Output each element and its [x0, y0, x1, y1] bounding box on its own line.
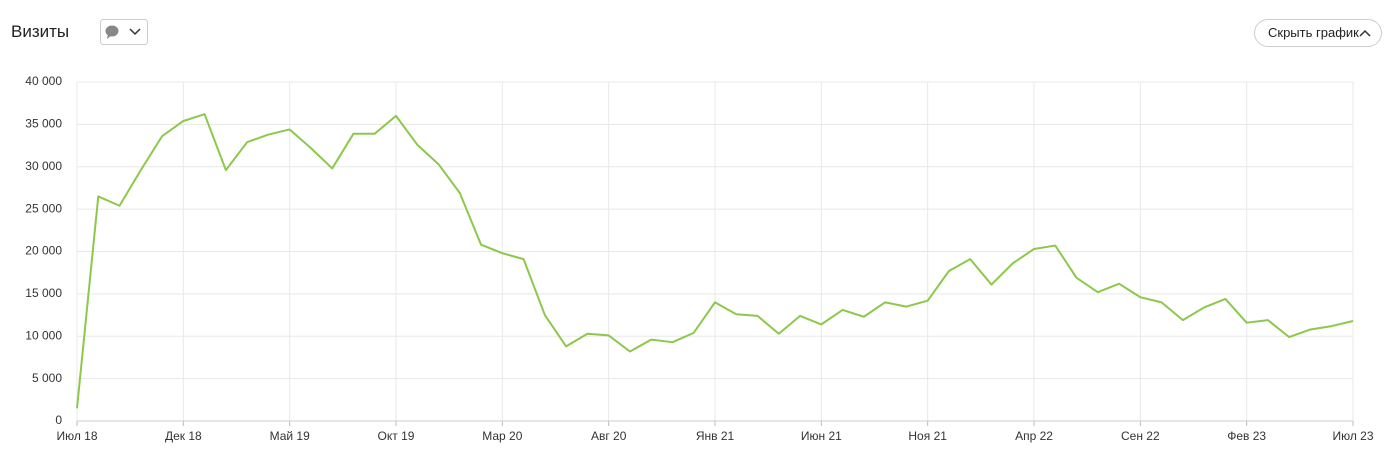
x-tick-label: Апр 22	[1015, 429, 1053, 443]
hide-chart-button[interactable]: Скрыть график	[1254, 19, 1382, 47]
x-tick-label: Авг 20	[591, 429, 627, 443]
icon	[105, 25, 141, 39]
y-tick-label: 20 000	[25, 244, 62, 258]
y-tick-label: 35 000	[25, 117, 62, 131]
x-tick-label: Май 19	[270, 429, 311, 443]
x-tick-label: Мар 20	[482, 429, 522, 443]
y-tick-label: 15 000	[25, 286, 62, 300]
x-tick-label: Сен 22	[1121, 429, 1160, 443]
x-tick-label: Июл 18	[56, 429, 97, 443]
y-tick-label: 0	[55, 413, 62, 427]
y-tick-label: 40 000	[25, 74, 62, 88]
series-line	[76, 113, 1354, 409]
y-tick-label: 5 000	[32, 371, 62, 385]
y-tick-label: 10 000	[25, 328, 62, 342]
y-tick-label: 30 000	[25, 159, 62, 173]
x-tick-label: Июн 21	[801, 429, 842, 443]
x-tick-label: Ноя 21	[908, 429, 947, 443]
chevron	[1359, 29, 1371, 37]
x-tick-label: Окт 19	[378, 429, 415, 443]
button-label: Скрыть график	[1268, 25, 1359, 40]
x-tick-label: Дек 18	[165, 429, 202, 443]
x-tick-label: Янв 21	[696, 429, 735, 443]
x-tick-label: Июл 23	[1332, 429, 1373, 443]
title: Визиты	[11, 22, 70, 41]
y-tick-label: 25 000	[25, 201, 62, 215]
annotation-toggle[interactable]	[100, 19, 148, 45]
x-tick-label: Фев 23	[1227, 429, 1266, 443]
